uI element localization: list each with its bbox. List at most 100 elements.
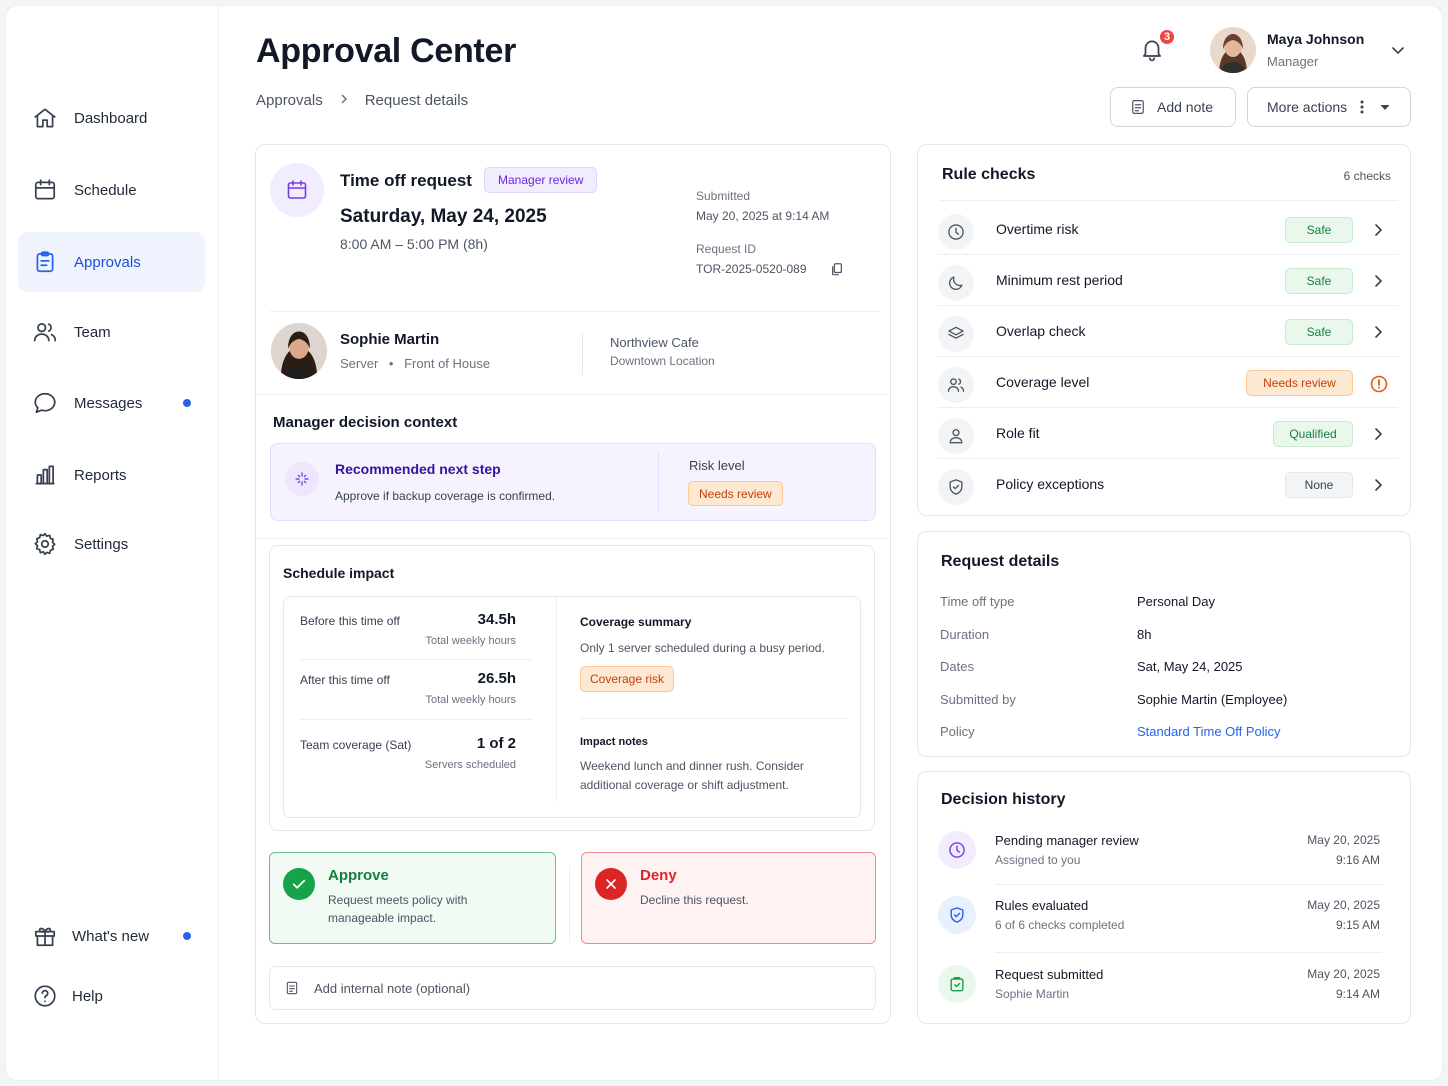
unread-dot: [183, 399, 191, 407]
sidebar-item-label: Schedule: [74, 181, 137, 199]
calendar-icon: [32, 177, 58, 203]
detail-label: Dates: [940, 659, 974, 674]
employee-avatar: [271, 323, 327, 379]
request-details-card: Request details Time off type Personal D…: [917, 531, 1411, 757]
request-time-range: 8:00 AM – 5:00 PM (8h): [340, 236, 488, 252]
employee-role-line: Server • Front of House: [340, 356, 491, 371]
risk-badge: Needs review: [688, 481, 783, 506]
request-date: Saturday, May 24, 2025: [340, 206, 547, 227]
chevron-right-icon: [1370, 426, 1386, 442]
user-icon: [938, 418, 974, 454]
sidebar-item-reports[interactable]: Reports: [18, 445, 205, 505]
rule-row-coverage[interactable]: Coverage level Needs review: [918, 357, 1408, 408]
submitted-label: Submitted: [696, 189, 751, 203]
sidebar-item-approvals[interactable]: Approvals: [18, 232, 205, 292]
divider: [995, 884, 1382, 885]
notifications-button[interactable]: [1139, 36, 1169, 66]
divider: [940, 200, 1398, 201]
request-details-heading: Request details: [941, 553, 1060, 570]
detail-label: Time off type: [940, 594, 1015, 609]
internal-note-input[interactable]: Add internal note (optional): [269, 966, 876, 1010]
page-title: Approval Center: [256, 32, 516, 70]
rule-row-policy-exceptions[interactable]: Policy exceptions None: [918, 459, 1408, 510]
request-id-label: Request ID: [696, 242, 757, 256]
sidebar-item-label: Help: [72, 987, 103, 1005]
chevron-right-icon: [1370, 324, 1386, 340]
request-card: Time off request Manager review Saturday…: [255, 144, 891, 1024]
status-badge: Qualified: [1273, 421, 1353, 447]
policy-link[interactable]: Standard Time Off Policy: [1137, 724, 1281, 739]
sidebar-item-whats-new[interactable]: What's new: [18, 906, 205, 966]
rule-row-overtime[interactable]: Overtime risk Safe: [918, 204, 1408, 255]
user-avatar[interactable]: [1210, 27, 1256, 73]
caret-down-icon: [1380, 105, 1390, 110]
sidebar-item-label: Messages: [74, 394, 143, 412]
status-badge: Safe: [1285, 217, 1353, 243]
approve-text-line2: manageable impact.: [328, 911, 437, 925]
rule-checks-card: Rule checks 6 checks Overtime risk Safe …: [917, 144, 1411, 516]
decision-context-heading: Manager decision context: [273, 414, 458, 431]
divider: [580, 718, 848, 719]
coverage-value: 1 of 2: [476, 735, 516, 752]
divider: [995, 952, 1382, 953]
gear-icon: [32, 531, 58, 557]
layers-icon: [938, 316, 974, 352]
moon-icon: [938, 265, 974, 301]
sidebar-item-label: Team: [74, 323, 111, 341]
divider: [256, 538, 890, 539]
warning-circle-icon: [1370, 375, 1388, 393]
chevron-right-icon: [1370, 273, 1386, 289]
copy-icon[interactable]: [830, 262, 844, 276]
home-icon: [32, 105, 58, 131]
gift-icon: [32, 923, 58, 949]
shield-check-icon: [938, 469, 974, 505]
rule-row-overlap[interactable]: Overlap check Safe: [918, 306, 1408, 357]
sidebar-item-dashboard[interactable]: Dashboard: [18, 88, 205, 148]
status-badge: Safe: [1285, 319, 1353, 345]
detail-value: Sat, May 24, 2025: [1137, 659, 1243, 674]
add-note-button[interactable]: Add note: [1110, 87, 1236, 127]
sidebar-item-messages[interactable]: Messages: [18, 373, 205, 433]
after-value: 26.5h: [477, 670, 516, 687]
rule-row-rest-period[interactable]: Minimum rest period Safe: [918, 255, 1408, 306]
chevron-right-icon: [339, 92, 349, 109]
submitted-icon: [938, 965, 976, 1003]
detail-label: Submitted by: [940, 692, 1016, 707]
divider: [658, 452, 659, 512]
internal-note-placeholder: Add internal note (optional): [314, 980, 471, 996]
sidebar-item-label: Approvals: [74, 253, 141, 271]
detail-value: 8h: [1137, 627, 1152, 642]
users-icon: [32, 319, 58, 345]
divider: [270, 311, 880, 312]
deny-button[interactable]: Deny Decline this request.: [581, 852, 876, 944]
close-icon: [595, 868, 627, 900]
approve-button[interactable]: Approve Request meets policy with manage…: [269, 852, 556, 944]
coverage-label: Team coverage (Sat): [300, 738, 412, 752]
sidebar-item-help[interactable]: Help: [18, 966, 205, 1026]
before-value: 34.5h: [477, 611, 516, 628]
sidebar-item-team[interactable]: Team: [18, 302, 205, 362]
deny-text: Decline this request.: [640, 893, 749, 907]
recommendation-box: Recommended next step Approve if backup …: [270, 443, 876, 521]
location-sub: Downtown Location: [610, 354, 715, 368]
rule-row-role-fit[interactable]: Role fit Qualified: [918, 408, 1408, 459]
breadcrumb-approvals[interactable]: Approvals: [256, 92, 323, 109]
divider: [300, 719, 532, 720]
sidebar-item-settings[interactable]: Settings: [18, 514, 205, 574]
chevron-right-icon: [1370, 477, 1386, 493]
submitted-value: May 20, 2025 at 9:14 AM: [696, 209, 830, 223]
sidebar-item-schedule[interactable]: Schedule: [18, 160, 205, 220]
divider: [556, 597, 557, 801]
status-badge: Manager review: [484, 167, 598, 193]
detail-value: Personal Day: [1137, 594, 1216, 609]
notes-text-line2: additional coverage or shift adjustment.: [580, 778, 789, 792]
chat-bubble-icon: [32, 390, 58, 416]
clock-icon: [938, 214, 974, 250]
divider: [569, 865, 570, 943]
rule-checks-count: 6 checks: [1343, 169, 1391, 183]
schedule-impact-heading: Schedule impact: [283, 565, 395, 581]
chevron-down-icon[interactable]: [1390, 42, 1406, 58]
risk-label: Risk level: [689, 458, 745, 473]
more-actions-button[interactable]: More actions: [1247, 87, 1411, 127]
calendar-icon: [270, 163, 324, 217]
